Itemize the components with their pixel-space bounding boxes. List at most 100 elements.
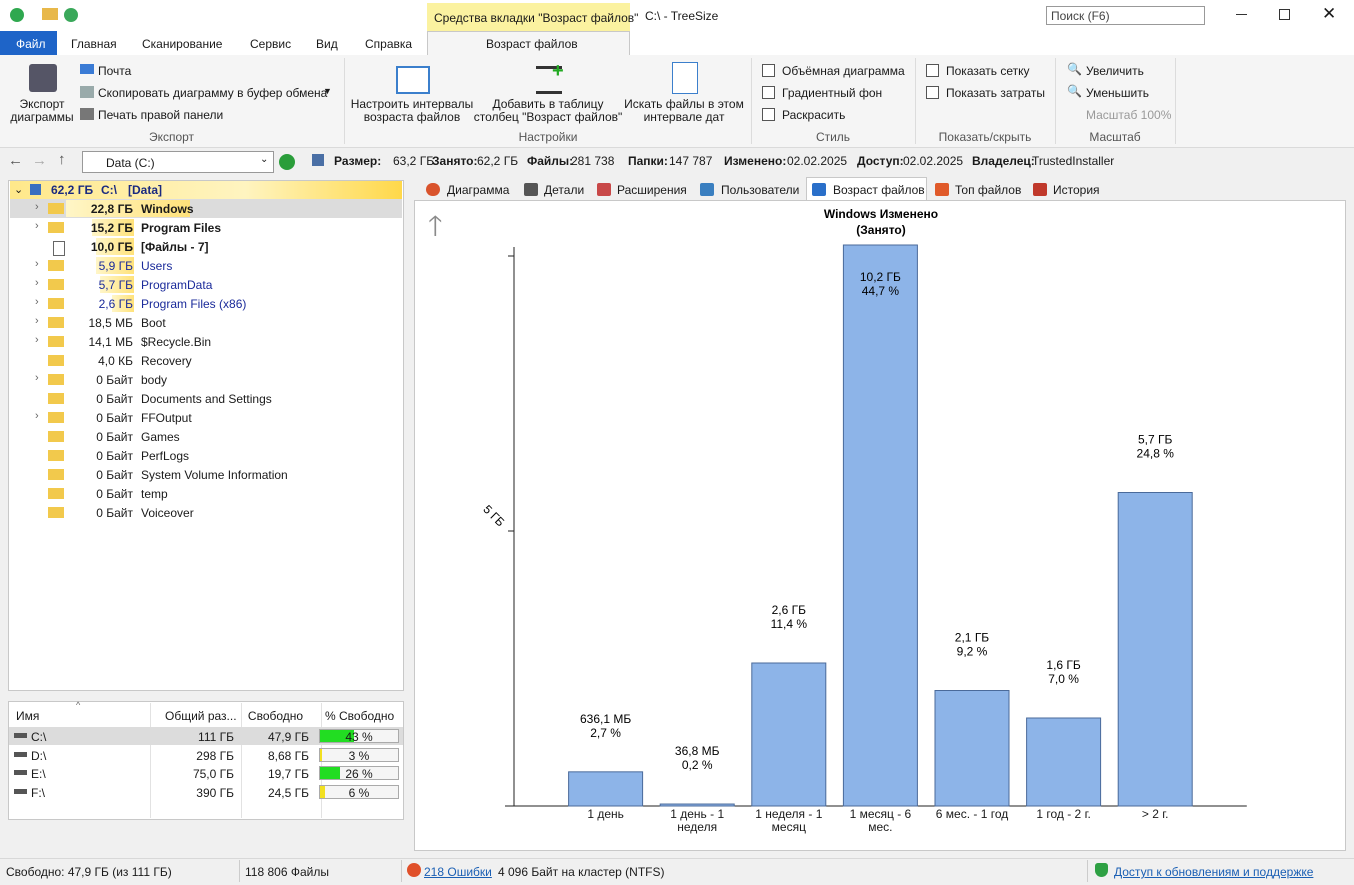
- drive-name[interactable]: C:\: [31, 730, 47, 744]
- tree-size: 2,6 ГБ: [98, 297, 133, 311]
- tree-name[interactable]: Windows: [141, 202, 194, 216]
- checkbox-label[interactable]: Объёмная диаграмма: [782, 64, 905, 78]
- scan-icon[interactable]: [64, 8, 78, 22]
- tree-name[interactable]: Program Files: [141, 221, 222, 235]
- file-tab-bg[interactable]: [0, 31, 57, 55]
- ribbon-tab[interactable]: Возраст файлов: [486, 37, 578, 51]
- tree-size: 0 Байт: [96, 468, 133, 482]
- tree-name[interactable]: body: [141, 373, 168, 387]
- view-tab[interactable]: Диаграмма: [447, 183, 510, 197]
- expand-arrow[interactable]: ›: [35, 334, 39, 346]
- ribbon-button[interactable]: Искать файлы в этом интервале дат: [624, 97, 744, 124]
- ribbon-tab[interactable]: Справка: [365, 37, 413, 51]
- ribbon-button[interactable]: Скопировать диаграмму в буфер обмена: [98, 86, 328, 100]
- drive-free: 24,5 ГБ: [267, 785, 309, 800]
- tree-name[interactable]: Users: [141, 259, 173, 273]
- drive-select[interactable]: [82, 151, 274, 173]
- expand-arrow[interactable]: ›: [35, 220, 39, 232]
- maximize-button[interactable]: [1279, 9, 1290, 20]
- expand-arrow[interactable]: ›: [35, 372, 39, 384]
- up-button[interactable]: ↑: [58, 151, 66, 168]
- view-tab[interactable]: История: [1053, 183, 1100, 197]
- view-tab[interactable]: Топ файлов: [955, 183, 1022, 197]
- checkbox[interactable]: [762, 108, 775, 121]
- forward-button[interactable]: →: [32, 152, 47, 169]
- expand-arrow[interactable]: ›: [35, 315, 39, 327]
- tree-size: 5,7 ГБ: [98, 278, 133, 292]
- checkbox-label[interactable]: Раскрасить: [782, 108, 846, 122]
- tree-name[interactable]: $Recycle.Bin: [141, 335, 212, 349]
- drive-icon: [14, 788, 27, 794]
- expand-arrow[interactable]: ›: [35, 277, 39, 289]
- checkbox-label[interactable]: Показать затраты: [946, 86, 1045, 100]
- value-label: 1,6 ГБ: [1046, 658, 1081, 672]
- export-button[interactable]: Экспорт диаграммы: [10, 97, 74, 124]
- view-tab[interactable]: Расширения: [617, 183, 687, 197]
- export-icon[interactable]: [29, 64, 57, 92]
- scan-button[interactable]: [279, 154, 295, 170]
- ribbon-tab[interactable]: Сканирование: [142, 37, 223, 51]
- tree-name[interactable]: PerfLogs: [141, 449, 190, 463]
- separator: [1175, 58, 1176, 144]
- percent-label: 0,2 %: [682, 758, 713, 772]
- expand-arrow[interactable]: ›: [35, 410, 39, 422]
- back-button[interactable]: ←: [8, 152, 23, 169]
- expand-arrow[interactable]: ›: [35, 201, 39, 213]
- column-header[interactable]: Имя: [16, 709, 40, 723]
- folder-icon: [48, 298, 64, 309]
- open-icon[interactable]: [42, 8, 58, 20]
- drive-name[interactable]: D:\: [31, 748, 47, 763]
- tree-name[interactable]: System Volume Information: [141, 468, 288, 482]
- ribbon-tab[interactable]: Вид: [316, 37, 338, 51]
- expand-arrow[interactable]: ›: [35, 296, 39, 308]
- ribbon-tab-row: [0, 31, 1354, 55]
- column-header[interactable]: Свободно: [247, 709, 304, 723]
- ribbon-tab[interactable]: Сервис: [250, 37, 292, 51]
- drive-name[interactable]: F:\: [31, 785, 45, 800]
- tree-size: 14,1 МБ: [88, 335, 133, 349]
- view-tab[interactable]: Детали: [544, 183, 585, 197]
- tree-name[interactable]: Boot: [141, 316, 166, 330]
- support-link[interactable]: Доступ к обновлениям и поддержке: [1114, 865, 1314, 879]
- checkbox[interactable]: [762, 64, 775, 77]
- tree-name[interactable]: [Файлы - 7]: [141, 240, 209, 254]
- tree-name[interactable]: Games: [141, 430, 180, 444]
- tree-name[interactable]: Recovery: [141, 354, 192, 368]
- tree-name[interactable]: Documents and Settings: [141, 392, 272, 406]
- up-level-button[interactable]: 🡑: [428, 210, 443, 241]
- checkbox[interactable]: [762, 86, 775, 99]
- ribbon-tab[interactable]: Главная: [71, 37, 117, 51]
- view-tab[interactable]: Возраст файлов: [833, 183, 925, 197]
- tree-name[interactable]: Program Files (x86): [141, 297, 247, 311]
- view-tab[interactable]: Пользователи: [721, 183, 800, 197]
- ribbon-button[interactable]: Печать правой панели: [98, 108, 224, 122]
- ribbon-button[interactable]: Уменьшить: [1086, 86, 1149, 100]
- tree-name[interactable]: FFOutput: [141, 411, 192, 425]
- tree-name[interactable]: Voiceover: [141, 506, 194, 520]
- checkbox[interactable]: [926, 86, 939, 99]
- collapse-arrow[interactable]: ⌄: [14, 184, 24, 196]
- x-tick-label: 1 месяц - 6 мес.: [849, 807, 912, 834]
- column-header[interactable]: % Свободно: [325, 709, 395, 723]
- tree-name[interactable]: ProgramData: [141, 278, 213, 292]
- ribbon-button[interactable]: Добавить в таблицу столбец "Возраст файл…: [473, 97, 623, 124]
- expand-arrow[interactable]: ›: [35, 258, 39, 270]
- minimize-button[interactable]: [1236, 14, 1247, 15]
- checkbox-label[interactable]: Градиентный фон: [782, 86, 883, 100]
- tree-name[interactable]: temp: [141, 487, 168, 501]
- errors-link[interactable]: 218 Ошибки: [424, 865, 492, 879]
- tree-size: 15,2 ГБ: [90, 221, 133, 235]
- percent-bar: [320, 730, 354, 742]
- zoom-level: Масштаб 100%: [1086, 108, 1172, 122]
- column-header[interactable]: Общий раз...: [165, 709, 237, 723]
- checkbox[interactable]: [926, 64, 939, 77]
- close-button[interactable]: ✕: [1322, 4, 1337, 23]
- checkbox-label[interactable]: Показать сетку: [946, 64, 1030, 78]
- ribbon-button[interactable]: Увеличить: [1086, 64, 1144, 78]
- drive-name[interactable]: E:\: [31, 767, 46, 781]
- ribbon-button[interactable]: Настроить интервалы возраста файлов: [350, 97, 474, 124]
- search-box[interactable]: [1046, 6, 1205, 25]
- ribbon-tab[interactable]: Файл: [16, 37, 46, 51]
- ribbon-button[interactable]: Почта: [98, 64, 132, 78]
- drive-icon: [14, 733, 27, 738]
